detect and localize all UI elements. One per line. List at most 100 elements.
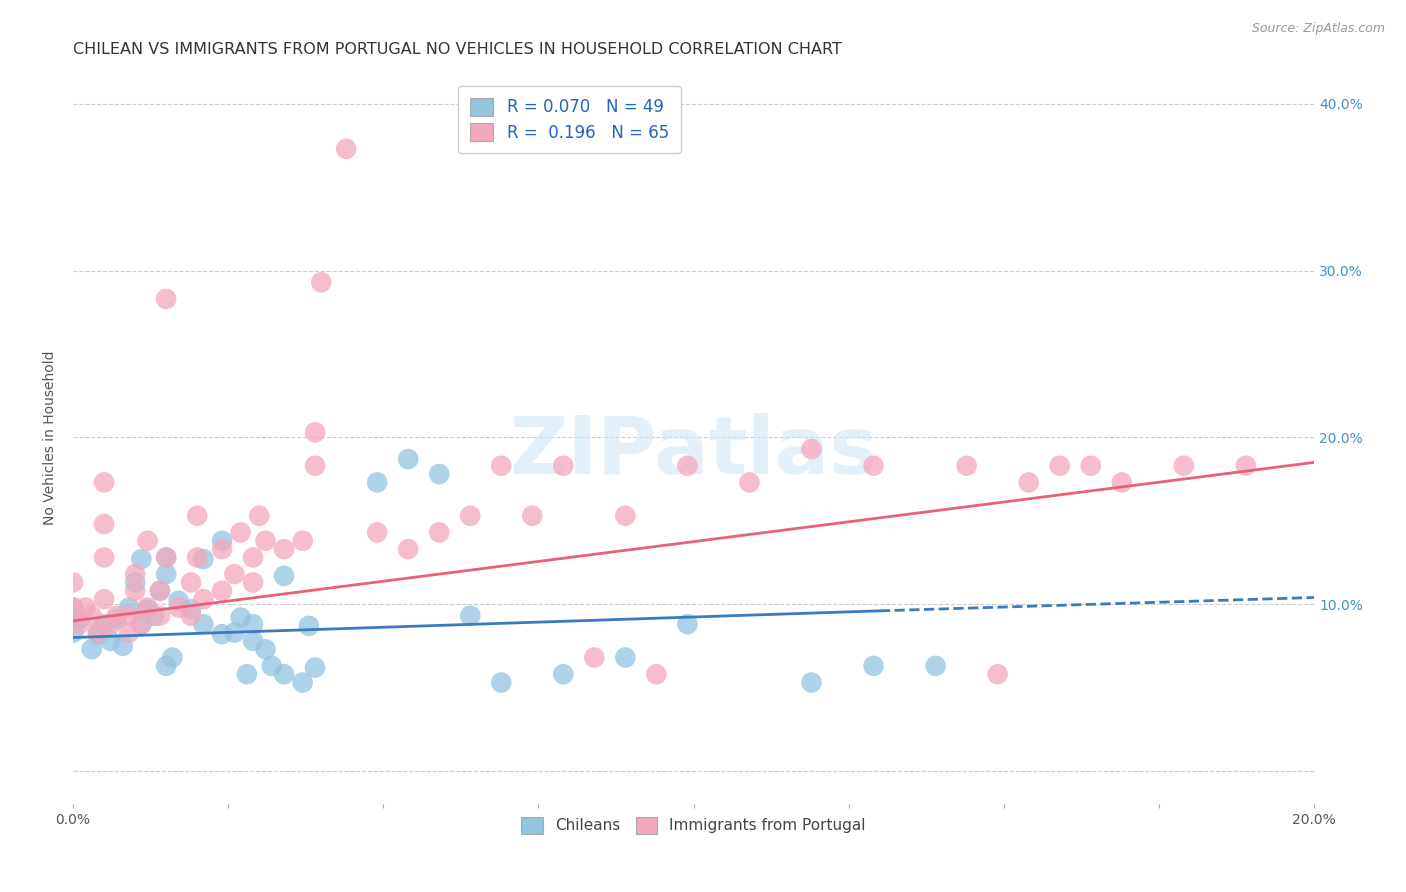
Point [149, 583, 172, 598]
Point [1080, 458, 1102, 473]
Point [458, 608, 481, 623]
Text: ZIPatlas: ZIPatlas [509, 413, 877, 491]
Point [273, 667, 295, 681]
Point [193, 552, 215, 566]
Point [224, 625, 246, 640]
Point [229, 610, 252, 624]
Point [304, 458, 326, 473]
Point [242, 633, 264, 648]
Point [155, 292, 177, 306]
Point [254, 533, 277, 548]
Point [254, 642, 277, 657]
Point [862, 658, 884, 673]
Point [738, 475, 761, 490]
Point [242, 550, 264, 565]
Point [155, 658, 177, 673]
Point [1049, 458, 1071, 473]
Point [427, 525, 450, 540]
Point [105, 612, 128, 626]
Point [62, 600, 84, 615]
Point [273, 542, 295, 557]
Text: CHILEAN VS IMMIGRANTS FROM PORTUGAL NO VEHICLES IN HOUSEHOLD CORRELATION CHART: CHILEAN VS IMMIGRANTS FROM PORTUGAL NO V… [73, 42, 842, 57]
Point [149, 608, 172, 623]
Point [211, 533, 233, 548]
Point [396, 542, 419, 557]
Point [93, 475, 115, 490]
Point [131, 552, 153, 566]
Point [491, 675, 513, 690]
Point [193, 617, 215, 632]
Point [291, 675, 314, 690]
Point [224, 567, 246, 582]
Point [458, 508, 481, 523]
Point [800, 442, 823, 456]
Point [87, 627, 110, 641]
Point [366, 525, 388, 540]
Point [62, 600, 84, 615]
Legend: Chileans, Immigrants from Portugal: Chileans, Immigrants from Portugal [510, 806, 876, 845]
Point [186, 550, 208, 565]
Point [131, 617, 153, 632]
Point [180, 608, 202, 623]
Point [162, 650, 184, 665]
Point [118, 625, 141, 640]
Point [155, 567, 177, 582]
Text: Source: ZipAtlas.com: Source: ZipAtlas.com [1251, 22, 1385, 36]
Point [155, 550, 177, 565]
Point [93, 550, 115, 565]
Point [1111, 475, 1133, 490]
Point [427, 467, 450, 481]
Point [862, 458, 884, 473]
Y-axis label: No Vehicles in Household: No Vehicles in Household [44, 351, 58, 524]
Point [553, 667, 575, 681]
Point [105, 608, 128, 623]
Point [93, 517, 115, 532]
Point [93, 592, 115, 607]
Point [676, 617, 699, 632]
Point [111, 639, 134, 653]
Point [242, 617, 264, 632]
Point [67, 617, 90, 632]
Point [242, 575, 264, 590]
Point [1173, 458, 1195, 473]
Point [211, 583, 233, 598]
Point [211, 627, 233, 641]
Point [273, 569, 295, 583]
Point [956, 458, 979, 473]
Point [924, 658, 946, 673]
Point [180, 602, 202, 616]
Point [645, 667, 668, 681]
Point [136, 602, 159, 616]
Point [311, 275, 333, 289]
Point [136, 600, 159, 615]
Point [193, 592, 215, 607]
Point [167, 594, 190, 608]
Point [155, 550, 177, 565]
Point [186, 508, 208, 523]
Point [335, 142, 357, 156]
Point [142, 608, 165, 623]
Point [298, 619, 321, 633]
Point [131, 617, 153, 632]
Point [800, 675, 823, 690]
Point [118, 608, 141, 623]
Point [1234, 458, 1257, 473]
Point [149, 583, 172, 598]
Point [124, 575, 146, 590]
Point [124, 567, 146, 582]
Point [229, 525, 252, 540]
Point [80, 642, 103, 657]
Point [291, 533, 314, 548]
Point [118, 600, 141, 615]
Point [62, 575, 84, 590]
Point [211, 542, 233, 557]
Point [247, 508, 270, 523]
Point [366, 475, 388, 490]
Point [553, 458, 575, 473]
Point [987, 667, 1010, 681]
Point [98, 633, 121, 648]
Point [260, 658, 283, 673]
Point [396, 452, 419, 467]
Point [236, 667, 259, 681]
Point [491, 458, 513, 473]
